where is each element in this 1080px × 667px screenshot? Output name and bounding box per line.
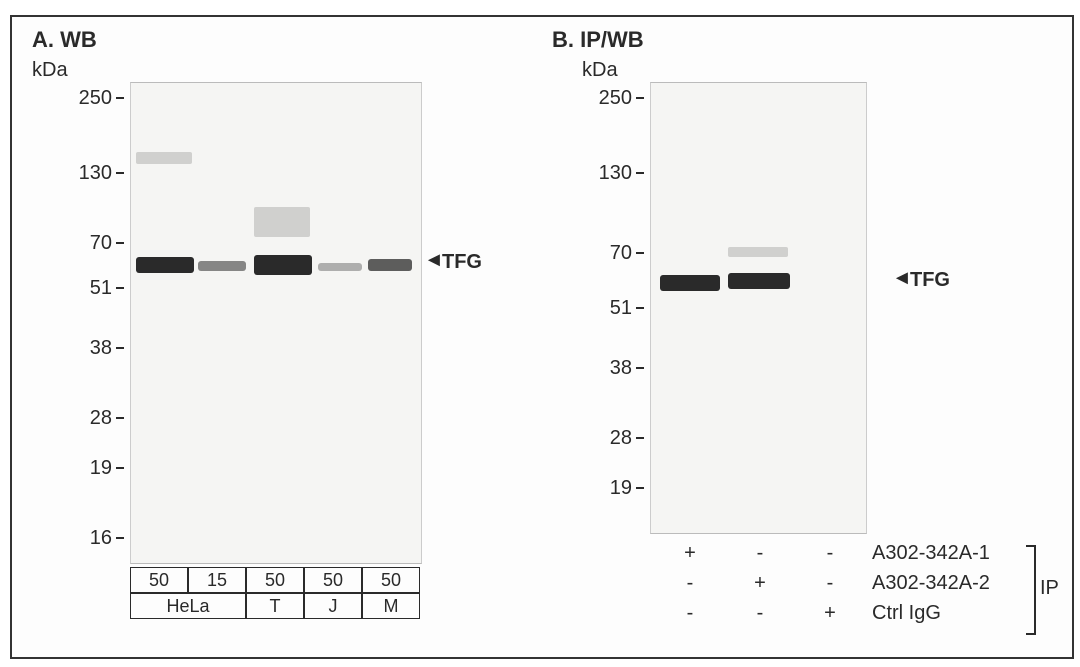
lane-cell-label: J	[304, 593, 362, 619]
panel-a-target-label: TFG	[442, 251, 482, 274]
marker-label: 38	[587, 357, 632, 380]
marker-tick	[116, 242, 124, 244]
ip-symbol: +	[670, 542, 710, 565]
wb-band	[254, 255, 312, 275]
panel-b-axis-unit: kDa	[582, 59, 618, 82]
marker-label: 51	[587, 297, 632, 320]
marker-tick	[636, 437, 644, 439]
marker-label: 51	[67, 277, 112, 300]
marker-tick	[636, 367, 644, 369]
wb-band	[198, 261, 246, 271]
marker-tick	[116, 417, 124, 419]
marker-tick	[636, 172, 644, 174]
marker-label: 130	[587, 162, 632, 185]
ip-symbol: -	[810, 542, 850, 565]
lane-load-label: 50	[304, 567, 362, 593]
arrow-icon: ◄	[892, 267, 912, 290]
wb-faint-band	[254, 207, 310, 237]
marker-tick	[636, 97, 644, 99]
lane-cell-label: T	[246, 593, 304, 619]
ip-symbol: +	[740, 572, 780, 595]
wb-band	[318, 263, 362, 271]
wb-band	[660, 275, 720, 291]
marker-tick	[116, 467, 124, 469]
marker-tick	[116, 347, 124, 349]
marker-tick	[636, 307, 644, 309]
marker-label: 70	[587, 242, 632, 265]
marker-tick	[116, 537, 124, 539]
panel-a-title: A. WB	[32, 27, 97, 53]
wb-faint-band	[136, 152, 192, 164]
ip-symbol: -	[740, 542, 780, 565]
marker-label: 70	[67, 232, 112, 255]
ip-antibody-label: A302-342A-2	[872, 572, 990, 595]
ip-antibody-label: A302-342A-1	[872, 542, 990, 565]
marker-label: 28	[67, 407, 112, 430]
ip-bracket-label: IP	[1040, 577, 1059, 600]
ip-symbol: +	[810, 602, 850, 625]
lane-load-label: 50	[246, 567, 304, 593]
panel-b-target-label: TFG	[910, 269, 950, 292]
panel-a-axis-unit: kDa	[32, 59, 68, 82]
arrow-icon: ◄	[424, 249, 444, 272]
panel-b-title: B. IP/WB	[552, 27, 644, 53]
lane-load-label: 15	[188, 567, 246, 593]
wb-band	[728, 273, 790, 289]
lane-cell-label: HeLa	[130, 593, 246, 619]
ip-symbol: -	[670, 572, 710, 595]
wb-band	[136, 257, 194, 273]
ip-antibody-label: Ctrl IgG	[872, 602, 941, 625]
lane-cell-label: M	[362, 593, 420, 619]
marker-label: 250	[587, 87, 632, 110]
figure-border: A. WB kDa 250130705138281916 ◄ TFG 50155…	[10, 15, 1074, 659]
marker-tick	[636, 252, 644, 254]
ip-symbol: -	[810, 572, 850, 595]
panel-a: A. WB kDa 250130705138281916 ◄ TFG 50155…	[32, 27, 492, 647]
marker-label: 250	[67, 87, 112, 110]
panel-b-blot	[650, 82, 867, 534]
ip-symbol: -	[740, 602, 780, 625]
marker-tick	[116, 172, 124, 174]
lane-load-label: 50	[130, 567, 188, 593]
ip-bracket	[1026, 545, 1036, 635]
marker-tick	[116, 97, 124, 99]
marker-label: 28	[587, 427, 632, 450]
lane-load-label: 50	[362, 567, 420, 593]
marker-label: 19	[67, 457, 112, 480]
marker-tick	[116, 287, 124, 289]
ip-symbol: -	[670, 602, 710, 625]
marker-label: 38	[67, 337, 112, 360]
panel-b: B. IP/WB kDa 2501307051382819 ◄ TFG +--A…	[552, 27, 1062, 647]
marker-label: 16	[67, 527, 112, 550]
marker-tick	[636, 487, 644, 489]
wb-band	[368, 259, 412, 271]
wb-faint-band	[728, 247, 788, 257]
marker-label: 19	[587, 477, 632, 500]
marker-label: 130	[67, 162, 112, 185]
